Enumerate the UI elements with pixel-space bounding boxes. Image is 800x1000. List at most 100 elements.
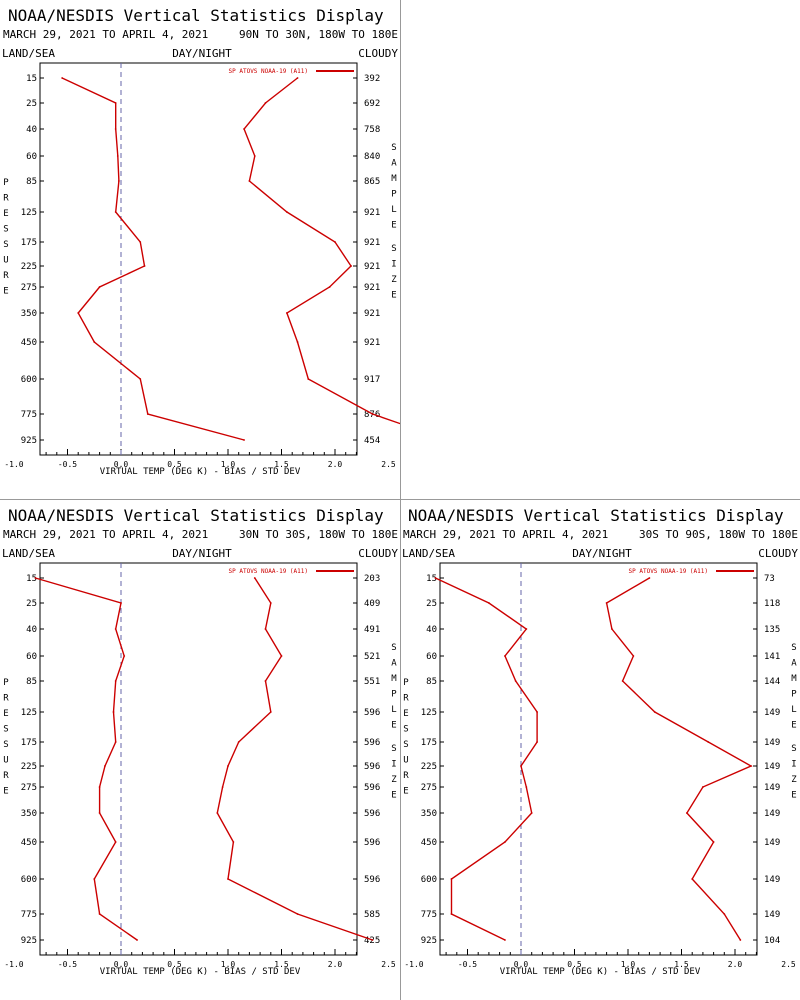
bias-point xyxy=(146,413,149,415)
std-dev-point xyxy=(653,711,656,713)
std-dev-point xyxy=(285,312,288,314)
pressure-level-label: 775 xyxy=(421,910,437,920)
std-dev-point xyxy=(253,577,256,579)
stats-panel-tropics: NOAA/NESDIS Vertical Statistics Display M… xyxy=(0,500,400,1000)
bias-point xyxy=(139,378,142,380)
x-tick-label: 0.5 xyxy=(167,460,182,469)
bias-point xyxy=(434,577,437,579)
ylabel-right-letter: P xyxy=(791,690,797,700)
pressure-level-label: 60 xyxy=(26,652,37,662)
ylabel-letter: U xyxy=(3,756,8,766)
pressure-level-label: 225 xyxy=(21,762,37,772)
std-dev-point xyxy=(371,413,374,415)
sample-size-label: 149 xyxy=(764,875,780,885)
pressure-level-label: 15 xyxy=(26,574,37,584)
std-dev-point xyxy=(253,155,256,157)
x-tick-label: 1.0 xyxy=(221,460,236,469)
std-dev-line xyxy=(605,577,753,941)
sample-size-label: 921 xyxy=(364,208,380,218)
pressure-level-label: 450 xyxy=(21,838,37,848)
std-dev-point xyxy=(248,180,251,182)
pressure-level-label: 25 xyxy=(26,99,37,109)
x-axis-title: VIRTUAL TEMP (DEG K) - BIAS / STD DEV xyxy=(100,467,301,477)
sample-size-label: 596 xyxy=(364,809,380,819)
std-dev-point xyxy=(621,680,624,682)
ylabel-right-letter: E xyxy=(391,221,396,231)
std-dev-point xyxy=(605,602,608,604)
land-sea-label: LAND/SEA xyxy=(402,547,455,560)
std-dev-point xyxy=(227,878,229,880)
legend-label: SP ATOVS NOAA-19 (A11) xyxy=(229,568,308,575)
ylabel-letter: R xyxy=(403,694,409,704)
sample-size-label: 921 xyxy=(364,238,380,248)
x-tick-label: 2.5 xyxy=(781,960,796,969)
sample-size-label: 118 xyxy=(764,599,780,609)
ylabel-letter: E xyxy=(403,709,408,719)
pressure-level-label: 125 xyxy=(421,708,437,718)
chart-svg-north: NOAA/NESDIS Vertical Statistics Display M… xyxy=(2,6,400,477)
sample-size-label: 149 xyxy=(764,838,780,848)
sample-size-label: 596 xyxy=(364,738,380,748)
ylabel-letter: U xyxy=(3,256,8,266)
x-tick-label: -1.0 xyxy=(4,960,23,969)
std-dev-point xyxy=(750,765,752,767)
pressure-level-label: 775 xyxy=(21,910,37,920)
ylabel-letter: E xyxy=(3,209,8,219)
ylabel-letter: S xyxy=(3,225,8,235)
ylabel-letter: E xyxy=(3,287,8,297)
ylabel-right-letter: E xyxy=(391,791,396,801)
ylabel-right-letter: A xyxy=(391,159,397,169)
std-dev-point xyxy=(232,841,235,843)
ylabel-right-letter: Z xyxy=(391,275,397,285)
sample-size-label: 425 xyxy=(364,936,380,946)
sample-size-label: 149 xyxy=(764,910,780,920)
pressure-level-label: 225 xyxy=(421,762,437,772)
sample-size-label: 149 xyxy=(764,738,780,748)
bias-point xyxy=(116,155,119,157)
x-tick-label: 2.0 xyxy=(728,960,743,969)
ylabel-right-letter: L xyxy=(791,705,796,715)
std-dev-point xyxy=(611,628,613,630)
bias-point xyxy=(114,211,117,213)
std-dev-point xyxy=(691,878,694,880)
pressure-level-label: 600 xyxy=(21,375,37,385)
std-dev-point xyxy=(334,241,336,243)
pressure-level-label: 25 xyxy=(426,599,437,609)
ylabel-letter: E xyxy=(403,787,408,797)
pressure-level-label: 175 xyxy=(21,738,37,748)
bias-point xyxy=(525,628,528,630)
ylabel-right-letter: Z xyxy=(791,775,797,785)
region-label: 90N TO 30N, 180W TO 180E xyxy=(239,28,398,41)
bias-point xyxy=(123,655,126,657)
pressure-level-label: 85 xyxy=(26,177,37,187)
pressure-level-label: 600 xyxy=(421,875,437,885)
x-tick-label: 1.5 xyxy=(274,460,289,469)
bias-point xyxy=(504,655,506,657)
std-dev-point xyxy=(707,741,710,743)
ylabel-right-letter: S xyxy=(791,744,796,754)
std-dev-point xyxy=(739,939,742,941)
bias-point xyxy=(114,102,117,104)
ylabel-letter: E xyxy=(3,787,8,797)
std-dev-point xyxy=(264,102,267,104)
std-dev-point xyxy=(237,741,240,743)
bias-point xyxy=(143,265,146,267)
sample-size-label: 596 xyxy=(364,838,380,848)
sample-size-label: 585 xyxy=(364,910,380,920)
std-dev-point xyxy=(280,655,283,657)
ylabel-right-letter: A xyxy=(791,659,797,669)
panel-title: NOAA/NESDIS Vertical Statistics Display xyxy=(8,6,384,25)
ylabel-right-letter: M xyxy=(791,674,797,684)
bias-point xyxy=(112,711,115,713)
sample-size-label: 876 xyxy=(364,410,380,420)
sample-size-label: 917 xyxy=(364,375,380,385)
sample-size-label: 73 xyxy=(764,574,775,584)
x-tick-label: 1.5 xyxy=(274,960,289,969)
std-dev-point xyxy=(296,341,299,343)
x-tick-label: 1.0 xyxy=(221,960,236,969)
region-label: 30S TO 90S, 180W TO 180E xyxy=(639,528,798,541)
bias-point xyxy=(504,841,506,843)
ylabel-right-letter: E xyxy=(391,721,396,731)
ylabel-letter: S xyxy=(3,240,8,250)
sample-size-label: 491 xyxy=(364,625,380,635)
